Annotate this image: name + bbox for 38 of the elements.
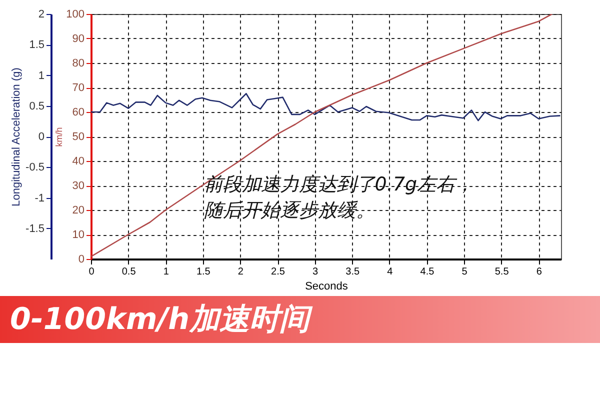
y2-tick-label: 100 xyxy=(66,8,84,20)
x-tick-label: 2.5 xyxy=(271,266,286,278)
x-tick-label: 1.5 xyxy=(196,266,211,278)
y2-tick-label: 70 xyxy=(72,82,84,94)
y-tick-label: 0 xyxy=(38,131,44,143)
y2-tick-label: 10 xyxy=(72,229,84,241)
x-tick-label: 5 xyxy=(462,266,468,278)
x-tick-label: 3 xyxy=(312,266,319,278)
y2-tick-label: 50 xyxy=(72,131,84,143)
y2-axis-title: km/h xyxy=(54,127,64,147)
annotation: 随后开始逐步放缓。 xyxy=(204,200,375,222)
y-tick-label: 0.5 xyxy=(29,100,44,112)
y2-tick-label: 20 xyxy=(72,204,84,216)
y2-tick-label: 60 xyxy=(72,106,84,118)
text: 0-100km/h加速时间 xyxy=(10,302,314,337)
y2-tick-label: 80 xyxy=(72,58,84,70)
y2-tick-label: 30 xyxy=(72,180,84,192)
x-tick-label: 0.5 xyxy=(122,266,136,278)
y-tick-label: -1.5 xyxy=(26,222,44,235)
x-tick-label: 4.5 xyxy=(420,266,435,278)
x-tick-label: 2 xyxy=(238,266,244,278)
x-tick-label: 3.5 xyxy=(346,266,360,278)
x-tick-label: 4 xyxy=(387,266,394,278)
x-tick-label: 1 xyxy=(163,266,170,278)
y-axis-title: Longitudinal Acceleration (g) xyxy=(10,68,23,206)
x-axis-title: Seconds xyxy=(305,280,348,292)
x-tick-label: 0 xyxy=(88,266,95,278)
y-tick-label: 2 xyxy=(38,8,44,20)
x-tick-label: 6 xyxy=(536,266,542,278)
y-tick-label: -0.5 xyxy=(26,162,44,174)
y-tick-label: 1 xyxy=(38,70,44,82)
x-tick-label: 5.5 xyxy=(494,266,510,278)
y-tick-label: -1 xyxy=(34,192,44,204)
y-tick-label: 1.5 xyxy=(29,39,44,52)
y2-tick-label: 40 xyxy=(72,156,84,168)
line-series xyxy=(91,92,561,122)
y2-tick-label: 90 xyxy=(72,33,84,45)
y2-tick-label: 0 xyxy=(78,254,84,266)
